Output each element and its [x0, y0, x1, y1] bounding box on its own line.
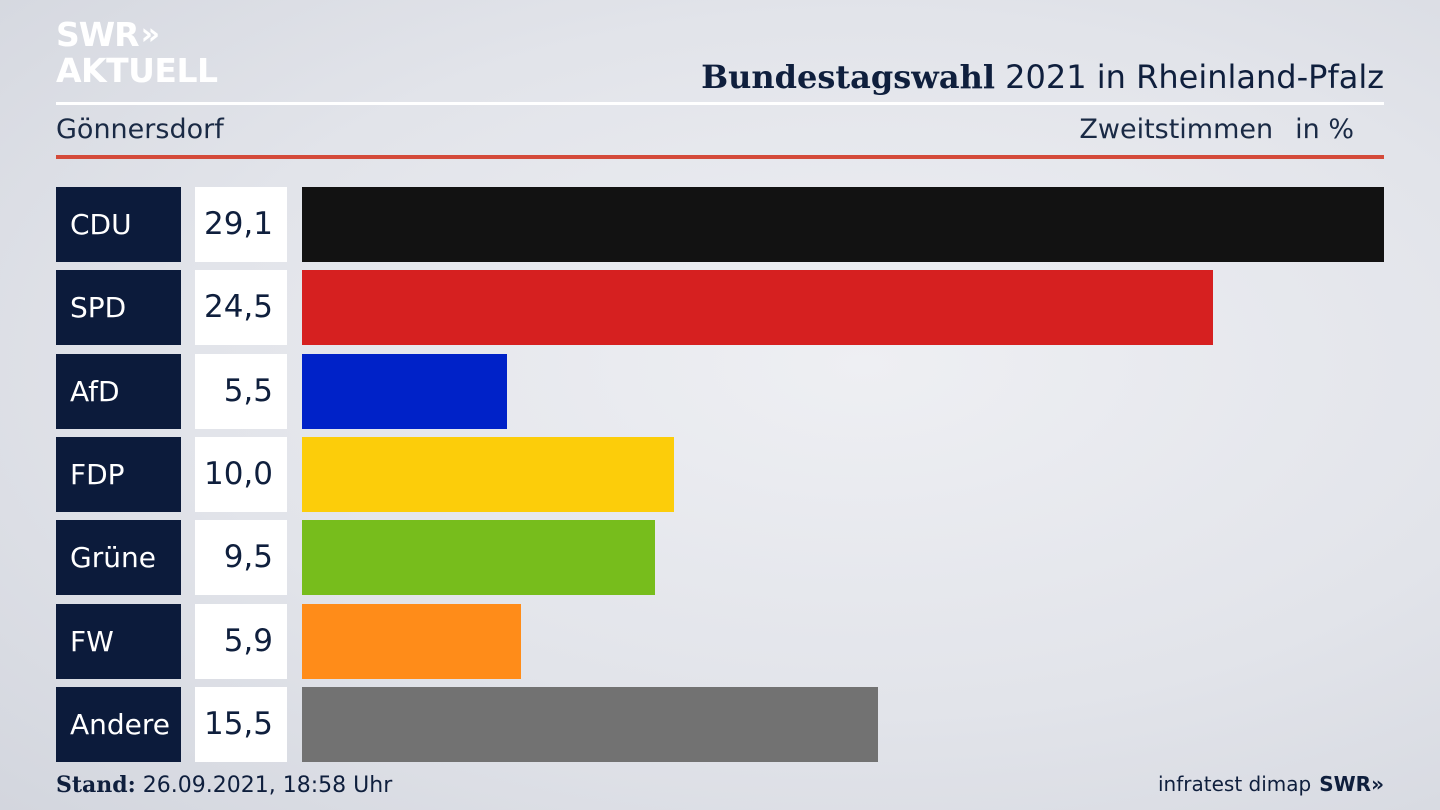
source-name: infratest dimap	[1158, 772, 1312, 796]
unit-label: in %	[1295, 114, 1354, 145]
title-rest: 2021 in Rheinland-Pfalz	[995, 58, 1384, 96]
logo-chevron-icon: »	[140, 16, 161, 52]
value-label: 15,5	[195, 687, 287, 762]
bar	[302, 187, 1384, 262]
bar	[302, 437, 674, 512]
stand-value: 26.09.2021, 18:58 Uhr	[135, 773, 393, 798]
source-credit: infratest dimap SWR»	[1158, 772, 1384, 796]
party-label: Andere	[56, 687, 181, 762]
swr-brand-icon: SWR»	[1319, 772, 1384, 796]
chart-title: Bundestagswahl 2021 in Rheinland-Pfalz	[701, 58, 1384, 96]
bar	[302, 520, 655, 595]
value-label: 5,9	[195, 604, 287, 679]
bar-row: FW 5,9	[56, 604, 1384, 679]
title-bold: Bundestagswahl	[701, 58, 995, 96]
bar	[302, 687, 878, 762]
municipality-name: Gönnersdorf	[56, 114, 224, 145]
party-label: FDP	[56, 437, 181, 512]
bar	[302, 270, 1213, 345]
value-label: 10,0	[195, 437, 287, 512]
swr-aktuell-logo: SWR» AKTUELL	[56, 18, 218, 87]
bar-row: CDU 29,1	[56, 187, 1384, 262]
bar	[302, 604, 521, 679]
party-label: CDU	[56, 187, 181, 262]
stand-label: Stand:	[56, 772, 136, 798]
timestamp: Stand: 26.09.2021, 18:58 Uhr	[56, 772, 392, 798]
value-label: 9,5	[195, 520, 287, 595]
party-label: AfD	[56, 354, 181, 429]
value-label: 5,5	[195, 354, 287, 429]
bar-row: Andere 15,5	[56, 687, 1384, 762]
logo-text-aktuell: AKTUELL	[56, 51, 218, 90]
header-divider	[56, 102, 1384, 105]
party-label: SPD	[56, 270, 181, 345]
subheader-divider	[56, 155, 1384, 159]
value-label: 24,5	[195, 270, 287, 345]
vote-type: Zweitstimmen	[1079, 114, 1274, 145]
measure-label: Zweitstimmen in %	[1079, 114, 1354, 145]
bar-row: SPD 24,5	[56, 270, 1384, 345]
bar	[302, 354, 507, 429]
value-label: 29,1	[195, 187, 287, 262]
party-label: Grüne	[56, 520, 181, 595]
bar-row: Grüne 9,5	[56, 520, 1384, 595]
bar-row: FDP 10,0	[56, 437, 1384, 512]
bar-row: AfD 5,5	[56, 354, 1384, 429]
party-label: FW	[56, 604, 181, 679]
logo-text-swr: SWR	[56, 15, 140, 54]
